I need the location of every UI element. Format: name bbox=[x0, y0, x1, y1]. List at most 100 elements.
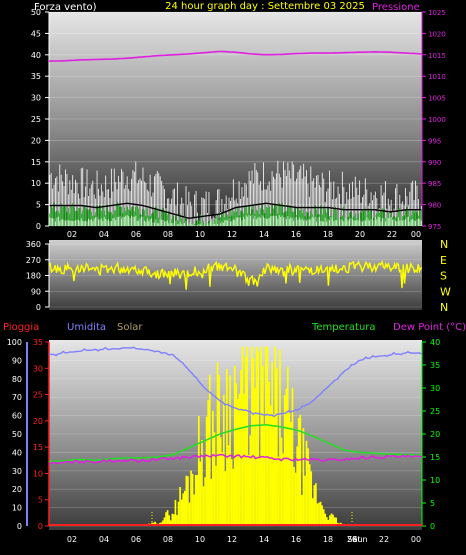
chart-title: 24 hour graph day : Settembre 03 2025 bbox=[165, 1, 365, 12]
tick-label-rain: 15 bbox=[33, 443, 43, 452]
x-tick-label: 22 bbox=[387, 230, 397, 239]
legend-pioggia: Pioggia bbox=[3, 322, 39, 333]
pressure-line bbox=[48, 50, 423, 62]
compass-label: N bbox=[440, 301, 448, 314]
tick-label-pressure: 995 bbox=[428, 137, 441, 145]
tick-label-wind: 40 bbox=[31, 51, 41, 60]
direction-plot-area bbox=[49, 240, 422, 310]
tick-label-temp: 0 bbox=[430, 522, 435, 531]
tick-label-pressure: 980 bbox=[428, 202, 441, 210]
tick-label-rain: 10 bbox=[33, 469, 43, 478]
x-tick-label: 10 bbox=[195, 535, 205, 544]
x-tick-label: 06 bbox=[131, 230, 141, 239]
temperature-line bbox=[48, 424, 423, 463]
x-tick-label: 00 bbox=[411, 230, 421, 239]
x-tick-label: 10 bbox=[195, 230, 205, 239]
x-tick-label: 20 bbox=[347, 535, 357, 544]
tick-label-wind: 45 bbox=[31, 29, 41, 38]
x-tick-label: 08 bbox=[163, 230, 173, 239]
tick-label-rain: 20 bbox=[33, 417, 43, 426]
wind-avg-line bbox=[49, 202, 422, 219]
x-tick-label: 06 bbox=[131, 535, 141, 544]
tick-label-rain: 35 bbox=[33, 338, 43, 347]
tick-label-wind: 25 bbox=[31, 115, 41, 124]
tick-label-direction: 360 bbox=[26, 240, 41, 249]
tick-label-humidity: 100 bbox=[7, 338, 22, 347]
x-tick-label: 14 bbox=[259, 230, 269, 239]
tick-label-humidity: 50 bbox=[12, 430, 22, 439]
legend-solar: Solar bbox=[117, 322, 143, 333]
compass-label: E bbox=[440, 254, 447, 267]
tick-label-pressure: 1005 bbox=[428, 95, 446, 103]
legend-dewpoint: Dew Point (°C) bbox=[393, 322, 466, 333]
tick-label-pressure: 1025 bbox=[428, 9, 446, 17]
tick-label-humidity: 70 bbox=[12, 393, 22, 402]
x-tick-label: 04 bbox=[99, 230, 109, 239]
tick-label-rain: 25 bbox=[33, 391, 43, 400]
tick-label-wind: 30 bbox=[31, 94, 41, 103]
tick-label-humidity: 40 bbox=[12, 448, 22, 457]
tick-label-humidity: 80 bbox=[12, 375, 22, 384]
tick-label-direction: 0 bbox=[36, 303, 41, 312]
tick-label-temp: 20 bbox=[430, 430, 440, 439]
tick-label-pressure: 1015 bbox=[428, 52, 446, 60]
x-tick-label: 16 bbox=[291, 230, 301, 239]
tick-label-rain: 5 bbox=[38, 496, 43, 505]
tick-label-temp: 25 bbox=[430, 407, 440, 416]
tick-label-wind: 50 bbox=[31, 8, 41, 17]
tick-label-humidity: 0 bbox=[17, 522, 22, 531]
x-tick-label: 18 bbox=[323, 230, 333, 239]
x-tick-label-extra: Set bbox=[347, 535, 360, 544]
wind-pressure-chart: 0510152025303540455097598098599099510001… bbox=[31, 8, 446, 239]
tick-label-humidity: 90 bbox=[12, 356, 22, 365]
compass-label: N bbox=[440, 238, 448, 251]
tick-label-wind: 5 bbox=[36, 201, 41, 210]
pressure-axis-title: Pressione bbox=[372, 2, 420, 13]
x-tick-label: 14 bbox=[259, 535, 269, 544]
x-tick-label: 18 bbox=[323, 535, 333, 544]
tick-label-pressure: 975 bbox=[428, 223, 441, 231]
tick-label-temp: 40 bbox=[430, 338, 440, 347]
x-tick-label: 12 bbox=[227, 535, 237, 544]
wind-direction-chart: 0 N 90 W 180 S 270 E 360 N bbox=[26, 238, 451, 314]
wind-axis-title: Forza vento) bbox=[34, 2, 97, 13]
tick-label-wind: 35 bbox=[31, 72, 41, 81]
tick-label-temp: 5 bbox=[430, 499, 435, 508]
tick-label-humidity: 10 bbox=[12, 504, 22, 513]
tick-label-pressure: 990 bbox=[428, 159, 441, 167]
tick-label-temp: 35 bbox=[430, 361, 440, 370]
tick-label-temp: 10 bbox=[430, 476, 440, 485]
tick-label-wind: 20 bbox=[31, 136, 41, 145]
tick-label-humidity: 20 bbox=[12, 485, 22, 494]
tick-label-rain: 30 bbox=[33, 364, 43, 373]
tick-label-direction: 90 bbox=[31, 287, 41, 296]
tick-label-temp: 30 bbox=[430, 384, 440, 393]
tick-label-rain: 0 bbox=[38, 522, 43, 531]
tick-label-pressure: 985 bbox=[428, 180, 441, 188]
tick-label-pressure: 1010 bbox=[428, 73, 446, 81]
x-tick-label: 04 bbox=[99, 535, 109, 544]
x-tick-label: 08 bbox=[163, 535, 173, 544]
tick-label-wind: 10 bbox=[31, 179, 41, 188]
tick-label-pressure: 1000 bbox=[428, 116, 446, 124]
tick-label-direction: 270 bbox=[26, 256, 41, 265]
x-tick-label: 16 bbox=[291, 535, 301, 544]
humidity-line bbox=[48, 346, 423, 418]
legend-temperatura: Temperatura bbox=[311, 322, 376, 333]
x-tick-label: 02 bbox=[67, 230, 77, 239]
legend-umidita: Umidita bbox=[67, 322, 106, 333]
tick-label-humidity: 30 bbox=[12, 467, 22, 476]
temperature-humidity-chart: 0 10 20 30 40 50 60 70 80 90 100 0 5 10 15 20 25 30 35 0 5 10… bbox=[7, 338, 440, 544]
tick-label-humidity: 60 bbox=[12, 412, 22, 421]
compass-label: W bbox=[440, 285, 451, 298]
x-tick-label: Sun bbox=[352, 535, 367, 544]
tick-label-wind: 0 bbox=[36, 222, 41, 231]
x-tick-label: 22 bbox=[379, 535, 389, 544]
dewpoint-line bbox=[48, 453, 423, 466]
compass-label: S bbox=[440, 270, 447, 283]
tick-label-wind: 15 bbox=[31, 158, 41, 167]
tick-label-direction: 180 bbox=[26, 272, 41, 281]
x-tick-label: 02 bbox=[67, 535, 77, 544]
